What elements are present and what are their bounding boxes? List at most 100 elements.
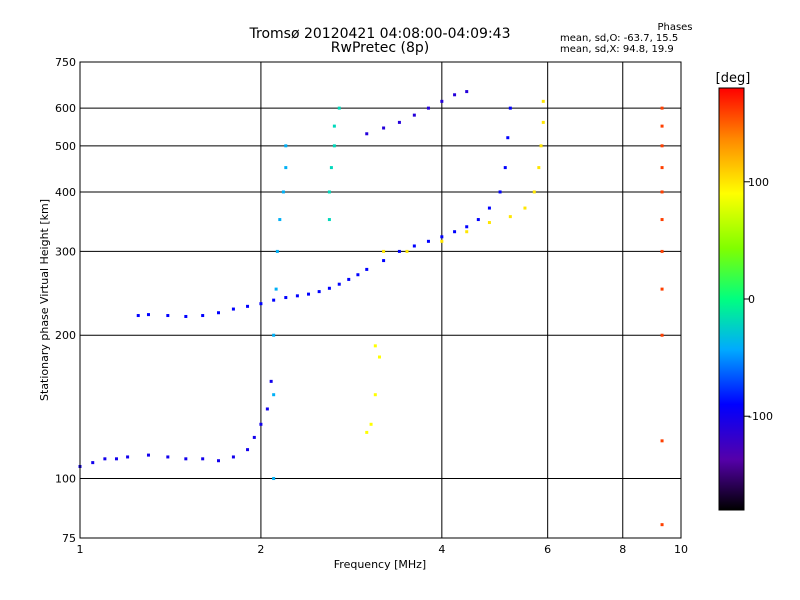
colorbar-tick-label: 100: [748, 176, 769, 189]
data-point: [327, 218, 331, 222]
data-point: [660, 523, 664, 527]
data-point: [373, 393, 377, 397]
data-point: [284, 296, 288, 300]
x-tick-label: 2: [257, 543, 264, 556]
data-point: [269, 379, 273, 383]
data-point: [660, 249, 664, 253]
data-point: [327, 286, 331, 290]
data-point: [259, 302, 263, 306]
data-point: [660, 166, 664, 170]
data-point: [397, 120, 401, 124]
data-point: [453, 230, 457, 234]
data-point: [373, 344, 377, 348]
data-point: [317, 290, 321, 294]
data-point: [465, 230, 469, 234]
data-point: [136, 314, 140, 318]
y-tick-label: 400: [55, 186, 76, 199]
data-point: [660, 190, 664, 194]
data-point: [426, 239, 430, 243]
data-point: [184, 314, 188, 318]
y-tick-label: 750: [55, 56, 76, 69]
data-point: [660, 218, 664, 222]
data-point: [539, 144, 543, 148]
data-point: [246, 304, 250, 308]
y-axis-label: Stationary phase Virtual Height [km]: [38, 199, 51, 401]
data-point: [231, 307, 235, 311]
data-point: [365, 430, 369, 434]
data-point: [146, 453, 150, 457]
data-point: [275, 249, 279, 253]
x-tick-label: 6: [544, 543, 551, 556]
y-tick-label: 500: [55, 140, 76, 153]
phase-stats: Phases mean, sd,O: -63.7, 15.5 mean, sd,…: [560, 22, 740, 55]
y-tick-label: 100: [55, 473, 76, 486]
data-point: [365, 267, 369, 271]
data-point: [476, 218, 480, 222]
data-point: [284, 166, 288, 170]
data-point: [487, 221, 491, 225]
data-point: [440, 239, 444, 243]
data-point: [506, 136, 510, 140]
phase-stats-o: mean, sd,O: -63.7, 15.5: [560, 33, 679, 44]
data-point: [284, 144, 288, 148]
x-tick-label: 4: [438, 543, 445, 556]
x-tick-label: 1: [77, 543, 84, 556]
data-point: [503, 166, 507, 170]
data-point: [332, 144, 336, 148]
data-point: [166, 455, 170, 459]
colorbar: [718, 87, 745, 511]
data-point: [281, 190, 285, 194]
grid: [80, 62, 681, 538]
data-point: [508, 106, 512, 110]
chart-title: Tromsø 20120421 04:08:00-04:09:43: [249, 26, 511, 42]
data-point: [487, 206, 491, 210]
data-point: [660, 287, 664, 291]
y-tick-label: 200: [55, 329, 76, 342]
chart-subtitle: RwPretec (8p): [330, 40, 430, 56]
data-point: [369, 422, 373, 426]
data-point: [498, 190, 502, 194]
data-point: [465, 225, 469, 229]
data-point: [126, 455, 130, 459]
data-point: [259, 422, 263, 426]
data-point: [201, 314, 205, 318]
data-point: [252, 435, 256, 439]
data-point: [166, 314, 170, 318]
y-tick-label: 300: [55, 245, 76, 258]
data-point: [337, 282, 341, 286]
data-points: [78, 90, 664, 527]
plot-frame: [79, 61, 682, 539]
y-axis-ticks: 75 100 200 300 400 500 600 750: [55, 56, 76, 545]
data-point: [246, 448, 250, 452]
data-point: [91, 461, 95, 465]
data-point: [347, 277, 351, 281]
data-point: [453, 93, 457, 97]
data-point: [337, 106, 341, 110]
data-point: [405, 249, 409, 253]
data-point: [412, 113, 416, 117]
data-point: [382, 126, 386, 130]
data-point: [274, 287, 278, 291]
colorbar-ticks: -100 0 100: [744, 176, 773, 423]
data-point: [272, 477, 276, 481]
data-point: [660, 439, 664, 443]
colorbar-label: [deg]: [716, 71, 751, 86]
y-tick-label: 600: [55, 102, 76, 115]
data-point: [397, 249, 401, 253]
data-point: [660, 144, 664, 148]
data-point: [327, 190, 331, 194]
colorbar-tick-label: -100: [748, 410, 773, 423]
data-point: [660, 333, 664, 337]
data-point: [146, 313, 150, 317]
data-point: [278, 218, 282, 222]
data-point: [426, 106, 430, 110]
data-point: [329, 166, 333, 170]
data-point: [114, 457, 118, 461]
data-point: [103, 457, 107, 461]
data-point: [307, 292, 311, 296]
data-point: [272, 393, 276, 397]
data-point: [541, 120, 545, 124]
data-point: [532, 190, 536, 194]
data-point: [356, 273, 360, 277]
